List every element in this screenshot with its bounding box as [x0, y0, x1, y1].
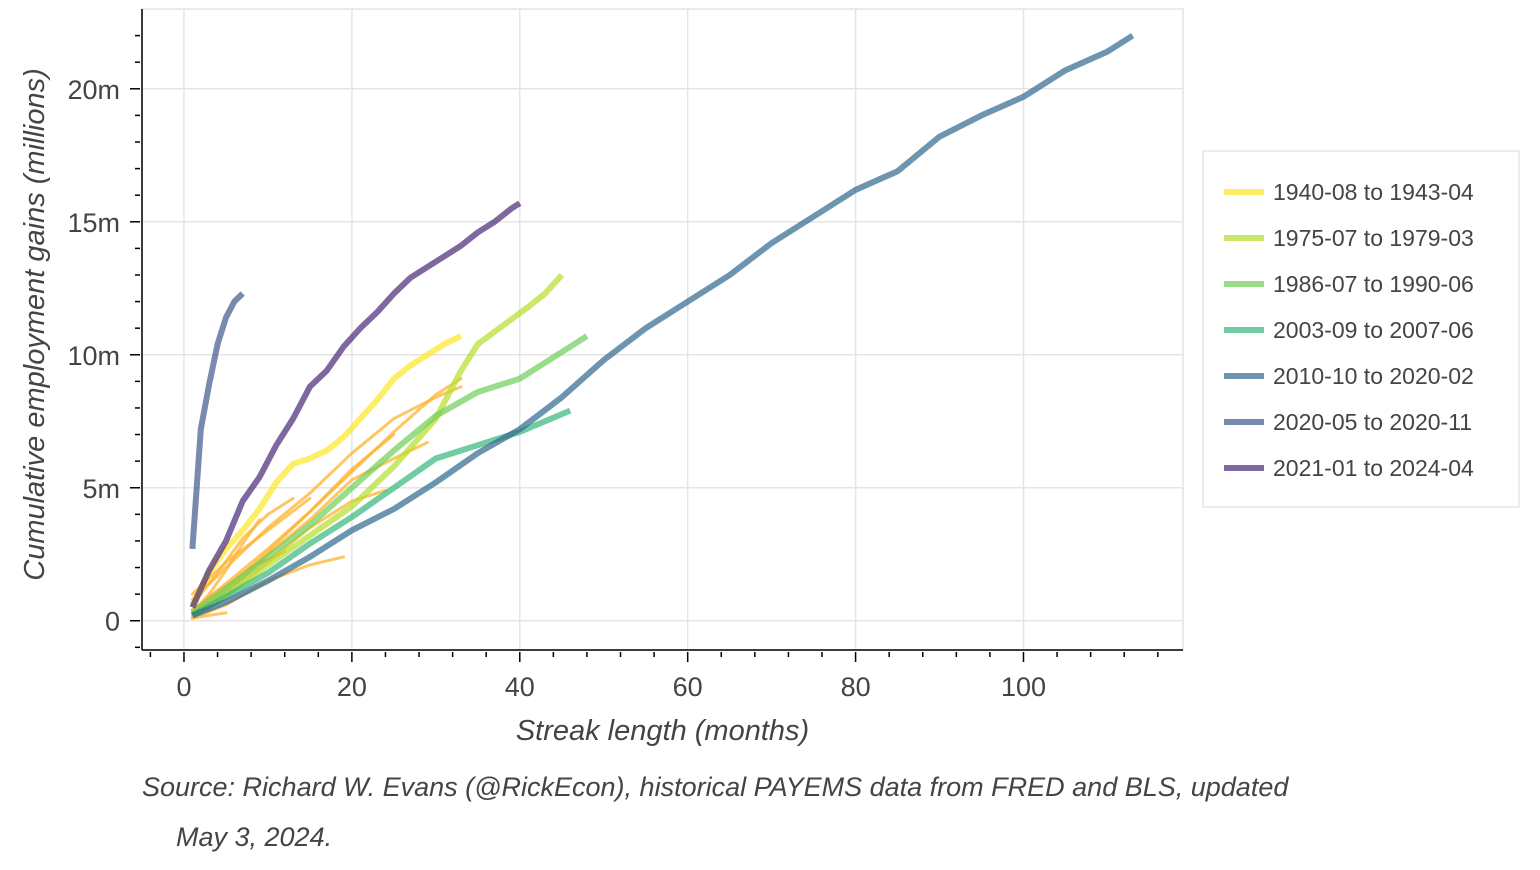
grid-lines [142, 9, 1183, 650]
series-line [189, 200, 522, 609]
source-caption: Source: Richard W. Evans (@RickEcon), hi… [142, 762, 1462, 862]
other-streak-line [190, 611, 228, 620]
y-tick-label: 10m [67, 341, 120, 371]
legend-label: 2021-01 to 2024-04 [1273, 455, 1474, 481]
legend-label: 1986-07 to 1990-06 [1273, 271, 1474, 297]
x-tick-label: 20 [337, 672, 367, 702]
legend-label: 2020-05 to 2020-11 [1273, 409, 1472, 435]
x-tick-label: 80 [841, 672, 871, 702]
legend-label: 1940-08 to 1943-04 [1273, 179, 1474, 205]
x-tick-label: 0 [176, 672, 191, 702]
caption-line-1: Source: Richard W. Evans (@RickEcon), hi… [142, 772, 1289, 802]
y-tick-label: 5m [82, 474, 120, 504]
axes [130, 9, 1183, 662]
tick-labels: 0 20 40 60 80 100 0 5m 10m 15m 20m [67, 75, 1046, 702]
x-tick-label: 60 [673, 672, 703, 702]
legend: 1940-08 to 1943-04 1975-07 to 1979-03 1986… [1202, 150, 1520, 508]
named-streak-lines [189, 33, 1135, 619]
x-tick-label: 100 [1001, 672, 1046, 702]
x-axis-title: Streak length (months) [516, 715, 809, 747]
y-axis-title: Cumulative employment gains (millions) [19, 68, 51, 581]
legend-label: 2003-09 to 2007-06 [1273, 317, 1474, 343]
series-line [191, 33, 1135, 619]
y-tick-label: 0 [105, 607, 120, 637]
caption-line-2: May 3, 2024. [176, 822, 333, 852]
series-line [189, 291, 245, 550]
y-tick-label: 20m [67, 75, 120, 105]
legend-label: 2010-10 to 2020-02 [1273, 363, 1474, 389]
x-tick-label: 40 [505, 672, 535, 702]
other-streak-line [190, 496, 295, 607]
series-line [190, 333, 589, 616]
legend-label: 1975-07 to 1979-03 [1273, 225, 1474, 251]
y-tick-label: 15m [67, 208, 120, 238]
series-line [189, 333, 463, 607]
